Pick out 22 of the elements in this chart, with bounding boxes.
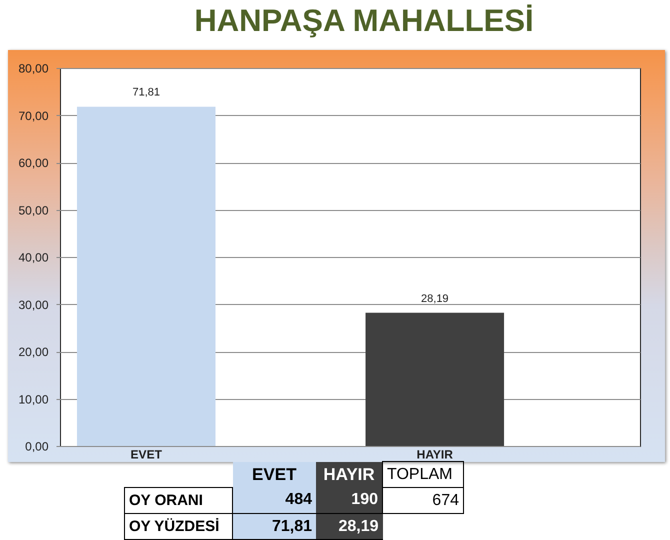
y-tick-label: 20,00 [18,345,49,359]
text: 190 [316,488,382,514]
data-label: 71,81 [132,86,160,99]
data-label: 28,19 [421,292,449,305]
y-tick-label: 10,00 [18,392,49,406]
text: OY YÜZDESİ [124,514,232,540]
category-label: HAYIR [323,464,375,484]
text: 674 [382,488,464,514]
text: OY ORANI [124,488,232,514]
text: 484 [232,488,316,514]
y-tick-label: 60,00 [18,156,49,170]
y-tick-label: 80,00 [18,62,49,76]
chart-title: HANPAŞA MAHALLESİ [193,2,535,40]
text: TOPLAM [382,462,464,488]
text: 28,19 [338,518,378,534]
category-label: EVET [252,464,296,484]
y-tick-label: 30,00 [18,298,49,312]
text: 71,81 [272,518,312,534]
y-tick-label: 0,00 [25,440,49,454]
y-tick-label: 40,00 [18,250,49,264]
y-tick-label: 70,00 [18,108,49,123]
y-tick-label: 50,00 [18,203,49,218]
